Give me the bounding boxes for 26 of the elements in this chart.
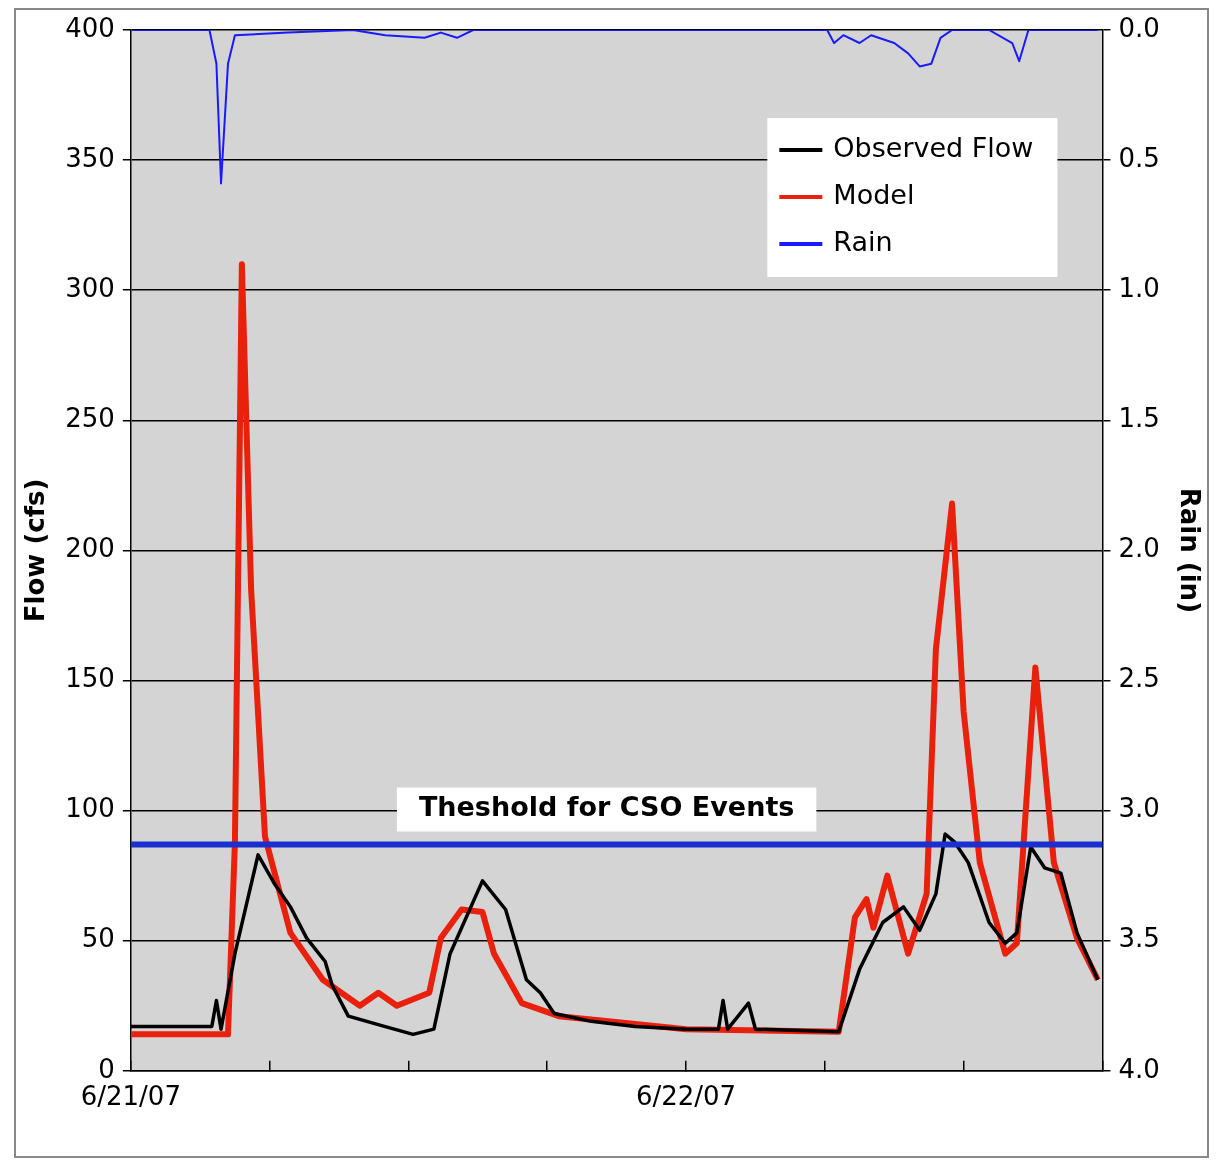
y-tick-label: 200 [65,533,115,564]
y-tick-label: 0 [98,1053,115,1084]
x-tick-label: 6/22/07 [635,1081,737,1112]
y-tick-label: 400 [65,12,115,43]
y2-tick-label: 1.0 [1118,272,1160,303]
y2-tick-label: 2.5 [1118,663,1160,694]
y-tick-label: 50 [81,923,115,954]
y2-tick-label: 1.5 [1118,403,1160,434]
y-tick-label: 250 [65,403,115,434]
y2-tick-label: 3.0 [1118,793,1160,824]
ref-line-label: Theshold for CSO Events [418,791,795,823]
y-axis-title: Flow (cfs) [20,478,51,623]
y2-tick-label: 4.0 [1118,1053,1160,1084]
legend-label: Observed Flow [833,132,1034,164]
y-tick-label: 100 [65,793,115,824]
y2-axis-title: Rain (in) [1174,487,1205,614]
y2-tick-label: 3.5 [1118,923,1160,954]
y-tick-label: 300 [65,272,115,303]
x-tick-label: 6/21/07 [80,1081,181,1112]
y2-tick-label: 0.5 [1118,142,1160,173]
y-tick-label: 150 [65,663,115,694]
legend-label: Model [833,179,915,211]
legend-label: Rain [833,226,893,258]
y2-tick-label: 0.0 [1118,12,1160,43]
y-tick-label: 350 [65,142,115,173]
y2-tick-label: 2.0 [1118,533,1160,564]
